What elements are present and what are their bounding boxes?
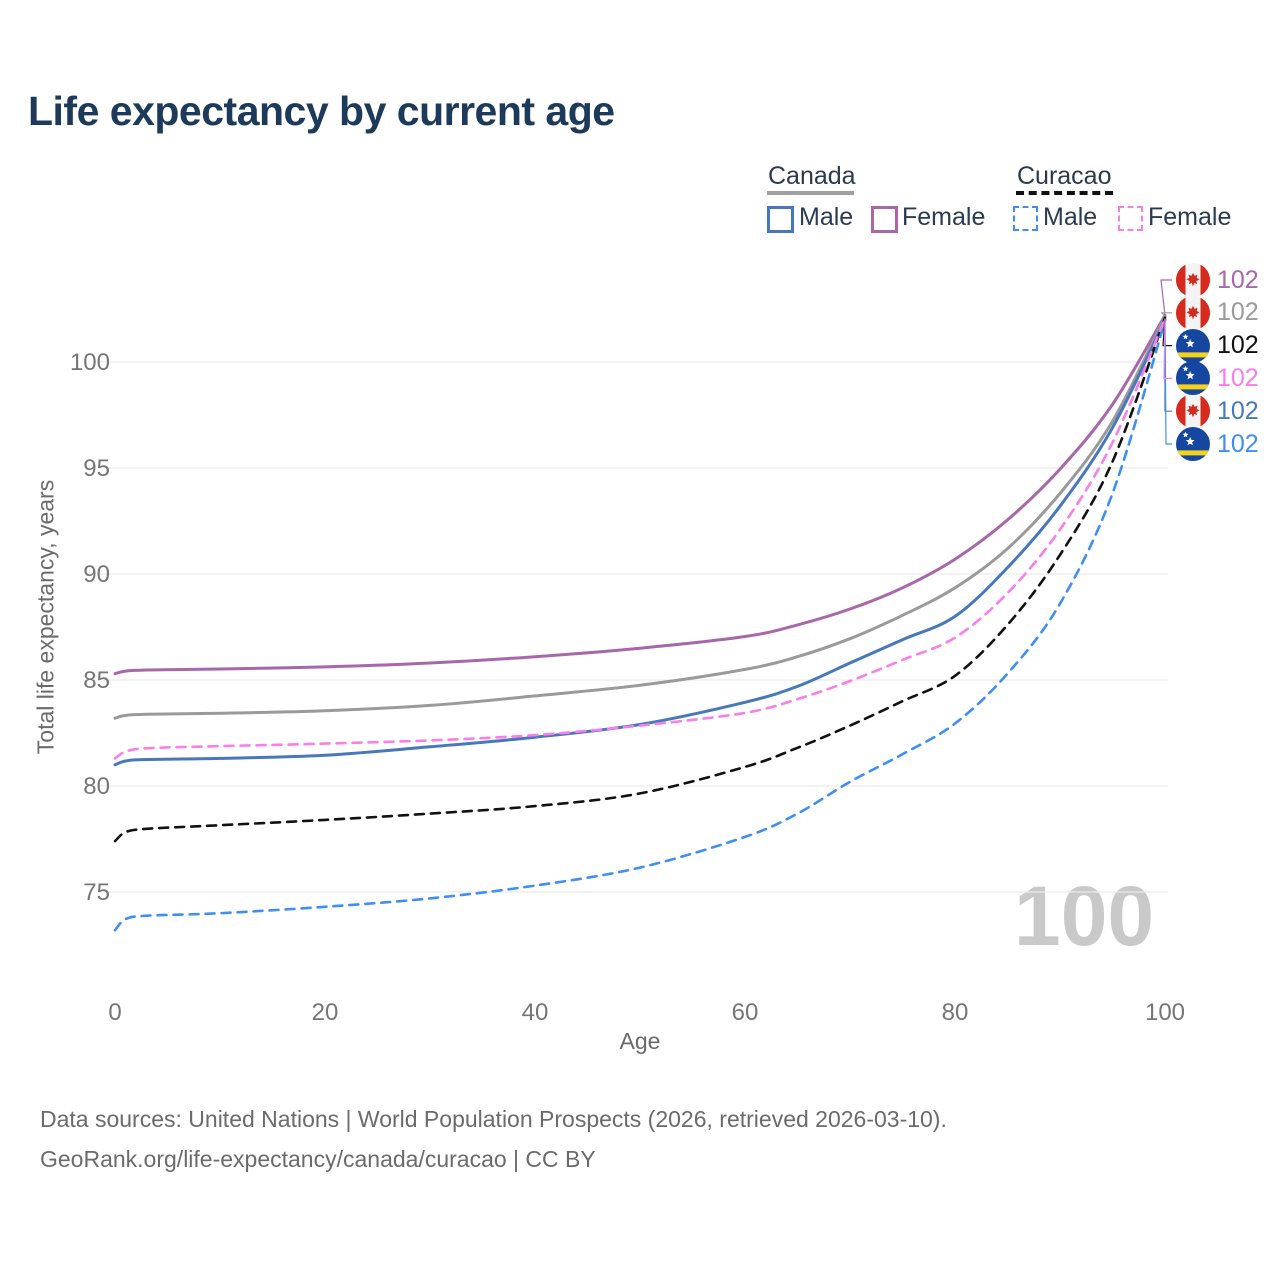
legend-curacao-line-sample <box>1016 191 1113 195</box>
end-label-canada-both-sexes[interactable]: 102 <box>1176 295 1259 330</box>
end-label-curacao-female[interactable]: 102 <box>1176 361 1259 396</box>
y-tick-80: 80 <box>83 773 110 800</box>
legend-canada-female-swatch[interactable] <box>871 206 898 233</box>
end-label-canada-female[interactable]: 102 <box>1176 263 1259 297</box>
x-tick-20: 20 <box>312 999 339 1026</box>
end-label-value: 102 <box>1217 298 1259 327</box>
y-axis-title: Total life expectancy, years <box>32 479 59 755</box>
canada-flag-icon <box>1176 295 1210 330</box>
x-tick-40: 40 <box>522 999 549 1026</box>
y-tick-95: 95 <box>83 455 110 482</box>
legend-curacao-female-swatch[interactable] <box>1118 206 1143 231</box>
end-label-value: 102 <box>1217 429 1259 458</box>
x-axis-title: Age <box>619 1028 661 1054</box>
y-tick-100: 100 <box>70 349 110 376</box>
end-label-value: 102 <box>1217 363 1259 392</box>
x-tick-0: 0 <box>108 999 121 1026</box>
attribution-link-text[interactable]: GeoRank.org/life-expectancy/canada/curac… <box>40 1146 596 1172</box>
x-tick-60: 60 <box>732 999 759 1026</box>
hovered-age-watermark: 100 <box>1014 869 1155 963</box>
series-line-canada-male[interactable] <box>113 318 1167 767</box>
leader-line-canada-female <box>1160 279 1172 316</box>
data-sources-text: Data sources: United Nations | World Pop… <box>40 1106 947 1132</box>
legend-canada-line-sample <box>767 191 854 195</box>
end-label-value: 102 <box>1217 331 1259 360</box>
series-line-curacao-both-sexes[interactable] <box>113 316 1167 843</box>
end-label-curacao-male[interactable]: 102 <box>1176 427 1259 461</box>
x-tick-80: 80 <box>942 999 969 1026</box>
legend-curacao-female-label[interactable]: Female <box>1148 203 1232 231</box>
curacao-flag-icon <box>1176 361 1210 396</box>
series-line-canada-female[interactable] <box>113 313 1167 676</box>
canada-flag-icon <box>1176 263 1210 297</box>
curacao-flag-icon <box>1176 328 1210 363</box>
leader-line-canada-both-sexes <box>1160 312 1172 317</box>
legend-group-canada-title: Canada <box>768 162 856 190</box>
y-tick-90: 90 <box>83 561 110 588</box>
legend-curacao-male-label[interactable]: Male <box>1043 203 1098 231</box>
end-label-curacao-both-sexes[interactable]: 102 <box>1176 328 1259 363</box>
series-line-curacao-female[interactable] <box>113 317 1167 760</box>
legend-group-curacao-title: Curacao <box>1017 162 1112 190</box>
canada-flag-icon <box>1176 394 1210 429</box>
page-title: Life expectancy by current age <box>28 88 615 134</box>
legend-canada-female-label[interactable]: Female <box>902 203 986 231</box>
leader-line-curacao-male <box>1164 320 1172 445</box>
legend-curacao-male-swatch[interactable] <box>1013 206 1038 231</box>
series-line-curacao-male[interactable] <box>113 319 1167 932</box>
legend-canada-male-swatch[interactable] <box>767 206 794 233</box>
y-tick-75: 75 <box>83 879 110 906</box>
end-label-value: 102 <box>1217 396 1259 425</box>
leader-line-curacao-female <box>1163 318 1172 379</box>
end-label-value: 102 <box>1217 265 1259 294</box>
y-tick-85: 85 <box>83 667 110 694</box>
end-label-canada-male[interactable]: 102 <box>1176 394 1259 429</box>
series-line-canada-both-sexes[interactable] <box>113 314 1167 720</box>
x-tick-100: 100 <box>1145 999 1185 1026</box>
curacao-flag-icon <box>1176 427 1210 461</box>
legend-canada-male-label[interactable]: Male <box>799 203 854 231</box>
